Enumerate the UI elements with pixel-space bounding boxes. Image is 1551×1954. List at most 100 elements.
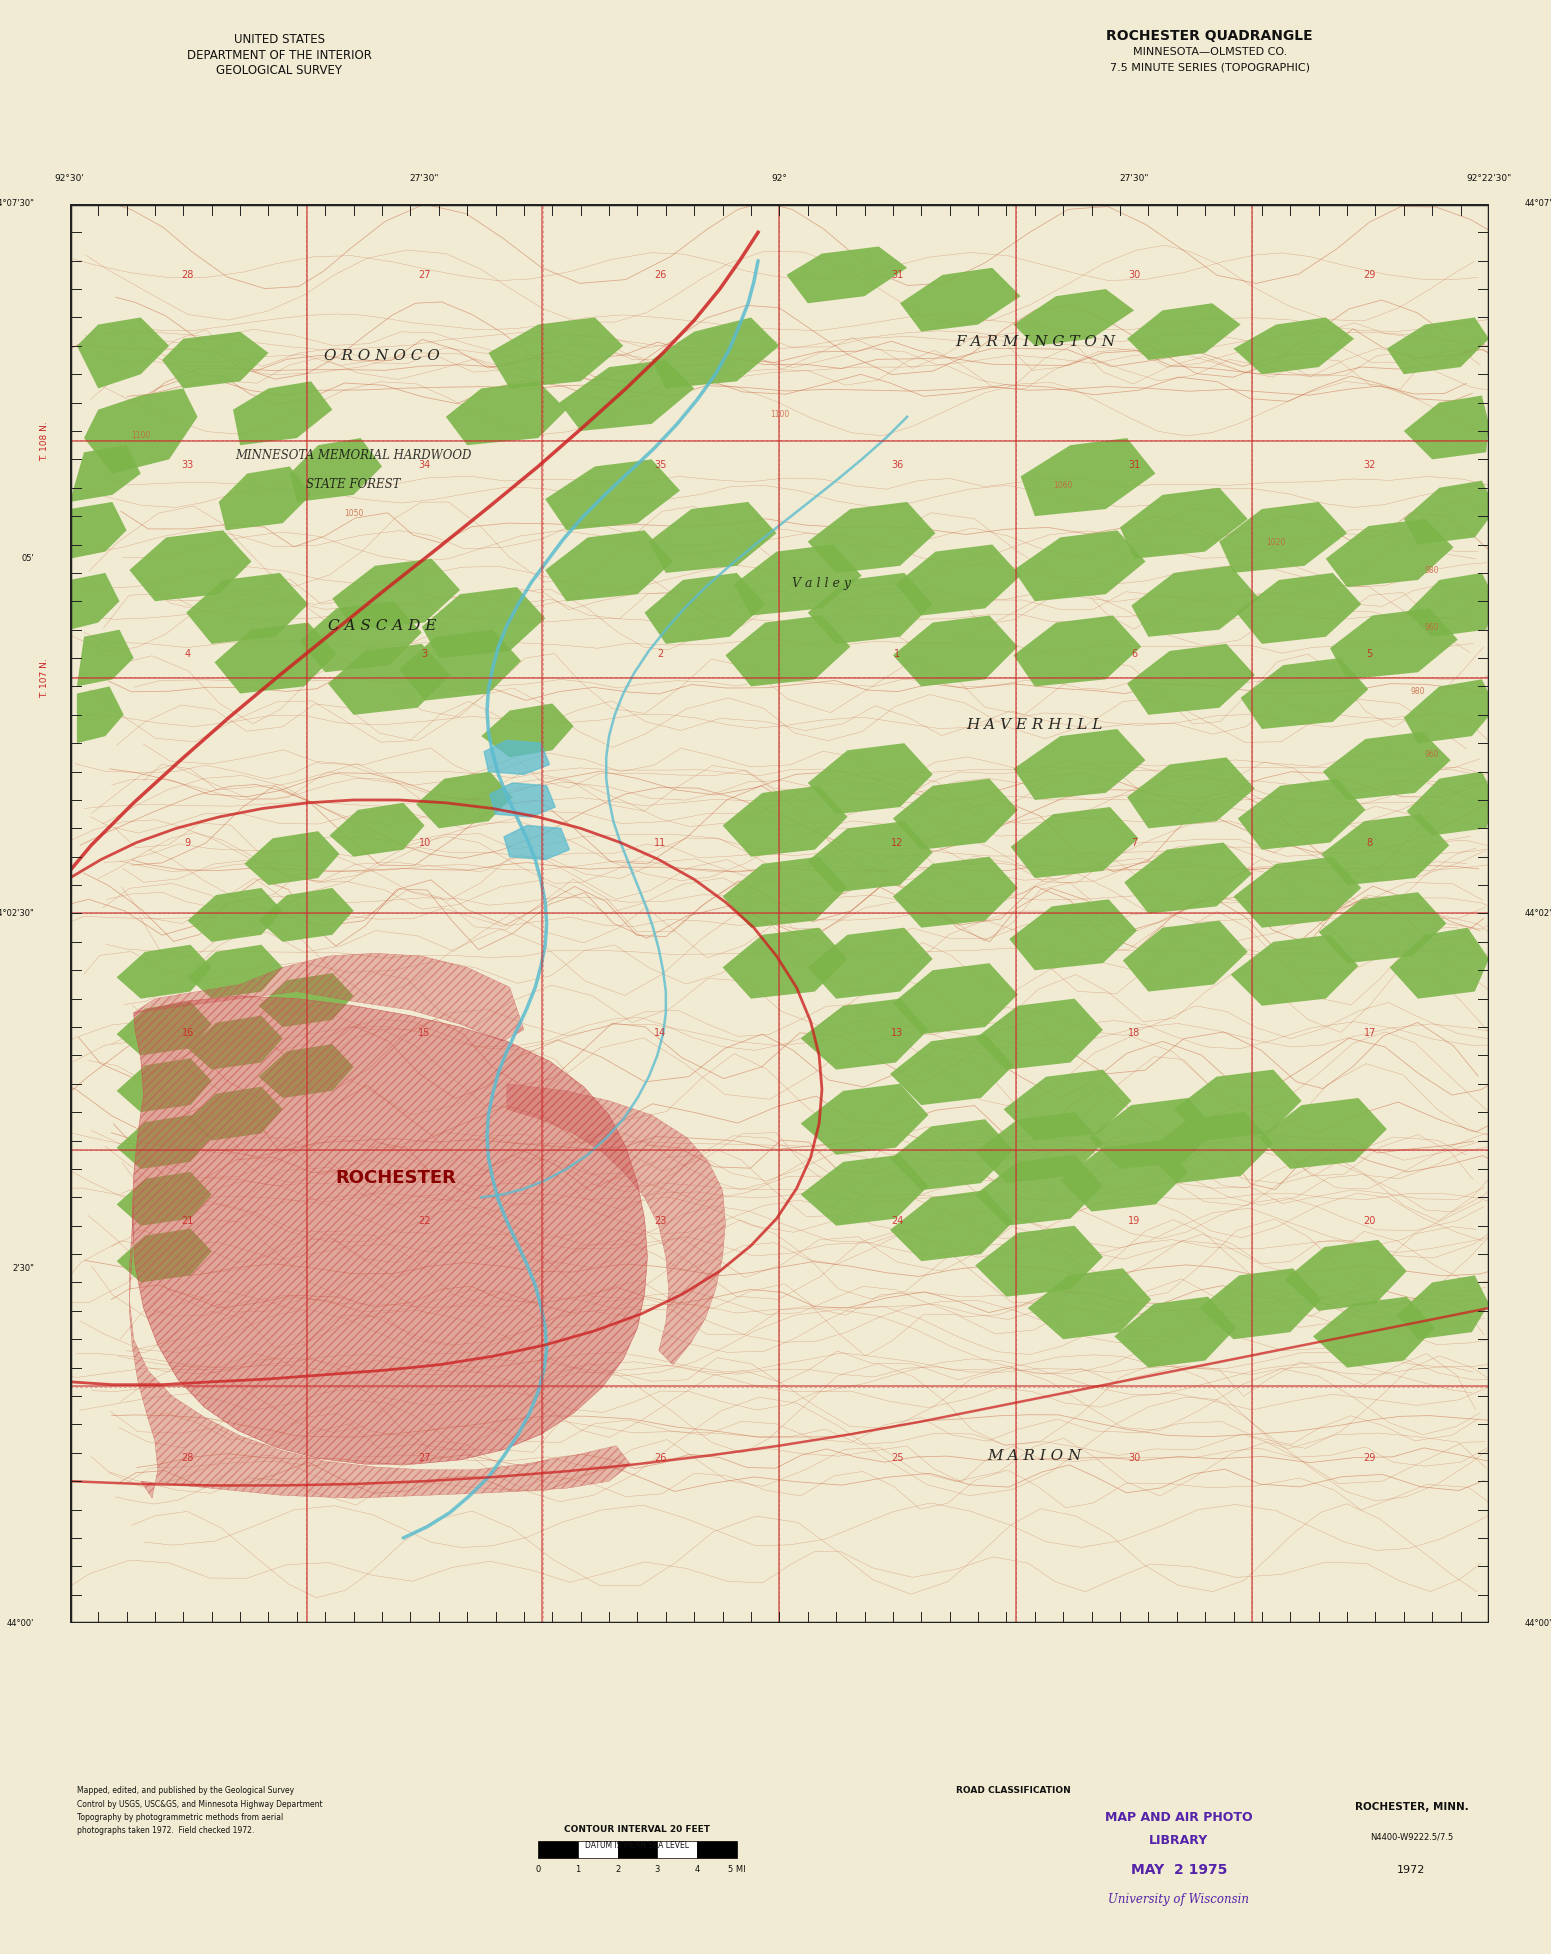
Polygon shape — [161, 332, 268, 389]
Polygon shape — [70, 446, 141, 502]
Polygon shape — [723, 786, 847, 856]
Text: 1972: 1972 — [1397, 1864, 1425, 1876]
Polygon shape — [1123, 920, 1247, 991]
Text: 27: 27 — [419, 270, 431, 279]
Polygon shape — [651, 317, 779, 389]
Text: 92°22'30": 92°22'30" — [1466, 174, 1512, 182]
Text: 92°: 92° — [771, 174, 788, 182]
Text: 05': 05' — [22, 555, 34, 563]
Polygon shape — [723, 856, 847, 928]
Polygon shape — [1013, 530, 1146, 602]
Polygon shape — [808, 928, 932, 998]
Polygon shape — [422, 586, 546, 658]
Text: 28: 28 — [181, 1454, 194, 1464]
Polygon shape — [1321, 815, 1449, 885]
Polygon shape — [1128, 303, 1241, 360]
Polygon shape — [734, 545, 862, 616]
Text: T. 107 N.: T. 107 N. — [40, 658, 48, 698]
Text: 3: 3 — [422, 649, 428, 658]
Polygon shape — [70, 502, 127, 559]
Polygon shape — [1387, 317, 1489, 375]
Polygon shape — [70, 573, 119, 629]
Text: 44°07'30": 44°07'30" — [0, 199, 34, 209]
Polygon shape — [786, 246, 907, 303]
Text: V a l l e y: V a l l e y — [793, 576, 851, 590]
Text: O R O N O C O: O R O N O C O — [324, 350, 440, 363]
Polygon shape — [233, 381, 332, 446]
Text: 34: 34 — [419, 459, 431, 471]
Text: 35: 35 — [655, 459, 667, 471]
Text: 5: 5 — [1366, 649, 1373, 658]
Text: H A V E R H I L L: H A V E R H I L L — [966, 717, 1103, 733]
Polygon shape — [116, 1059, 211, 1112]
Polygon shape — [890, 1190, 1013, 1260]
Polygon shape — [1061, 1141, 1188, 1211]
Text: C A S C A D E: C A S C A D E — [327, 619, 436, 633]
Text: 7: 7 — [1131, 838, 1137, 848]
Text: F A R M I N G T O N: F A R M I N G T O N — [955, 334, 1115, 350]
Polygon shape — [1131, 567, 1259, 637]
Text: M A R I O N: M A R I O N — [988, 1448, 1083, 1464]
Text: 2'30": 2'30" — [12, 1264, 34, 1272]
Text: STATE FOREST: STATE FOREST — [307, 477, 400, 490]
Text: MAY  2 1975: MAY 2 1975 — [1131, 1862, 1227, 1878]
Polygon shape — [1028, 1268, 1151, 1338]
Text: MINNESOTA MEMORIAL HARDWOOD: MINNESOTA MEMORIAL HARDWOOD — [236, 449, 472, 463]
Polygon shape — [893, 780, 1017, 850]
Polygon shape — [1404, 395, 1489, 459]
Polygon shape — [1013, 289, 1134, 346]
Text: 28: 28 — [181, 270, 194, 279]
Polygon shape — [1331, 608, 1458, 680]
Text: 30: 30 — [1128, 270, 1140, 279]
Text: 29: 29 — [1363, 1454, 1376, 1464]
Polygon shape — [1128, 645, 1255, 715]
Polygon shape — [808, 573, 932, 645]
Polygon shape — [1199, 1268, 1321, 1338]
Text: 18: 18 — [1128, 1028, 1140, 1038]
Bar — [538, 1841, 579, 1858]
Polygon shape — [1013, 616, 1142, 686]
Polygon shape — [399, 629, 521, 701]
Text: 36: 36 — [890, 459, 903, 471]
Polygon shape — [84, 389, 197, 473]
Polygon shape — [416, 772, 512, 828]
Polygon shape — [1003, 1069, 1131, 1141]
Text: 14: 14 — [655, 1028, 667, 1038]
Polygon shape — [890, 1120, 1013, 1190]
Polygon shape — [976, 1155, 1103, 1225]
Text: 8: 8 — [1366, 838, 1373, 848]
Polygon shape — [1407, 573, 1497, 637]
Polygon shape — [332, 559, 461, 629]
Polygon shape — [116, 1229, 211, 1282]
Polygon shape — [78, 629, 133, 686]
Polygon shape — [219, 467, 312, 530]
Text: DEPARTMENT OF THE INTERIOR: DEPARTMENT OF THE INTERIOR — [186, 49, 372, 63]
Polygon shape — [723, 928, 847, 998]
Polygon shape — [78, 686, 124, 743]
Text: ROCHESTER, MINN.: ROCHESTER, MINN. — [1354, 1802, 1469, 1813]
Text: T. 108 N.: T. 108 N. — [40, 420, 48, 461]
Text: 22: 22 — [419, 1217, 431, 1227]
Text: 960: 960 — [1425, 750, 1439, 760]
Polygon shape — [645, 573, 765, 645]
Polygon shape — [893, 856, 1017, 928]
Text: 15: 15 — [419, 1028, 431, 1038]
Text: 27'30": 27'30" — [409, 174, 439, 182]
Text: UNITED STATES: UNITED STATES — [234, 33, 324, 47]
Text: 9: 9 — [185, 838, 191, 848]
Text: 11: 11 — [655, 838, 667, 848]
Text: T. 107 N.: T. 107 N. — [40, 893, 48, 934]
Text: 1020: 1020 — [1267, 537, 1286, 547]
Polygon shape — [445, 381, 566, 446]
Polygon shape — [116, 1116, 211, 1168]
Polygon shape — [504, 825, 569, 860]
Polygon shape — [1128, 758, 1255, 828]
Text: 17: 17 — [1363, 1028, 1376, 1038]
Text: Mapped, edited, and published by the Geological Survey
Control by USGS, USC&GS, : Mapped, edited, and published by the Geo… — [78, 1786, 323, 1835]
Polygon shape — [1124, 842, 1252, 913]
Polygon shape — [800, 998, 929, 1069]
Polygon shape — [188, 1016, 282, 1069]
Polygon shape — [507, 1084, 726, 1364]
Polygon shape — [132, 997, 647, 1464]
Polygon shape — [1013, 729, 1146, 799]
